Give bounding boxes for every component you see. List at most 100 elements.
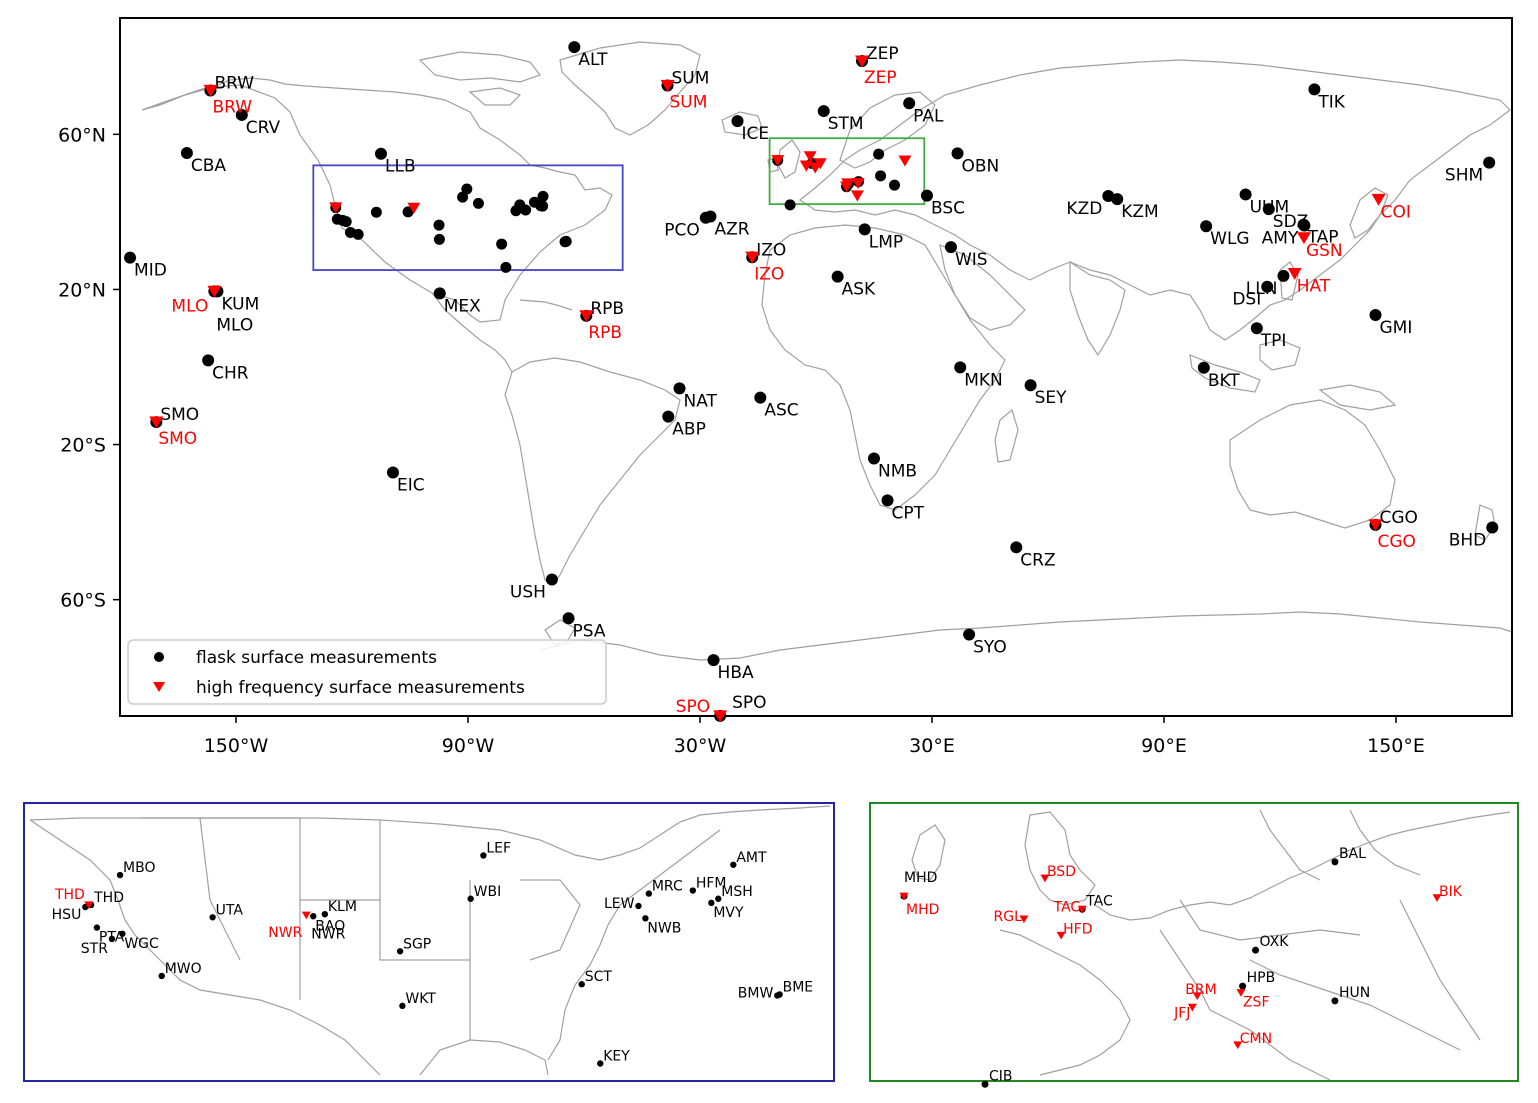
flask-site-marker (399, 1002, 406, 1010)
site-label: RPB (590, 299, 624, 319)
flask-site-marker (704, 210, 717, 223)
legend-hf-label: high frequency surface measurements (196, 678, 525, 698)
flask-site-marker (1308, 83, 1321, 96)
site-label: KZD (1066, 199, 1102, 219)
site-label: TPI (1260, 331, 1287, 351)
site-label: SUM (672, 68, 710, 88)
site-label: AZR (714, 220, 749, 240)
site-label: ASK (842, 280, 876, 300)
flask-site-marker (858, 223, 871, 236)
site-label: AMT (736, 850, 767, 866)
site-label: IZO (756, 240, 786, 260)
cluster-flask-marker (559, 236, 571, 248)
site-label: CGO (1380, 508, 1418, 528)
site-label: CPT (892, 503, 925, 523)
cluster-hf-marker (850, 190, 864, 202)
cluster-flask-marker (352, 228, 364, 240)
main-map-inset-boxes (312, 137, 926, 271)
site-label: HFM (696, 876, 727, 892)
site-label: BRW (214, 74, 254, 94)
site-label: MWO (165, 961, 202, 977)
legend-flask-label: flask surface measurements (196, 648, 437, 668)
site-label: CMN (1240, 1031, 1272, 1047)
site-label: NMB (878, 462, 917, 482)
flask-site-marker (158, 972, 165, 980)
flask-site-marker (467, 895, 474, 902)
flask-site-marker (108, 935, 116, 943)
site-label: MEX (444, 296, 481, 316)
site-label: SPO (732, 693, 766, 713)
cluster-hf-marker (407, 202, 421, 214)
hf-site-marker (1287, 267, 1302, 280)
y-tick-label: 20°S (60, 435, 106, 457)
flask-site-marker (568, 41, 581, 54)
hf-site-marker (1187, 1003, 1197, 1012)
cluster-hf-marker (771, 155, 785, 167)
site-label: MRC (652, 879, 683, 895)
europe-inset-sites: MHD BAL TAC OXK HPB HUN CIB MHD BSD BIK TAC RGL HFD B… (899, 846, 1463, 1088)
site-label: CRV (246, 118, 281, 138)
site-label: MHD (906, 902, 939, 918)
legend: flask surface measurements high frequenc… (127, 639, 607, 705)
flask-site-marker (1331, 997, 1339, 1005)
flask-site-marker (180, 146, 193, 159)
hf-site-marker (1371, 193, 1386, 206)
hf-site-marker (84, 901, 94, 909)
cluster-flask-marker (888, 179, 900, 191)
flask-site-marker (1298, 219, 1311, 232)
site-label: IZO (754, 264, 784, 284)
cluster-flask-marker (433, 219, 445, 231)
site-label: SCT (585, 969, 613, 985)
usa-region-box (312, 164, 624, 271)
usa-inset-frame (23, 802, 835, 1082)
site-label: EIC (397, 475, 425, 495)
flask-site-marker (903, 97, 916, 110)
hf-site-marker (149, 416, 164, 429)
hf-site-marker (660, 79, 675, 92)
flask-site-marker (730, 861, 737, 868)
site-label: BIK (1439, 884, 1463, 900)
site-label: STM (828, 114, 864, 134)
hf-site-marker (1432, 894, 1442, 902)
flask-site-marker (774, 992, 781, 999)
site-label: CIB (989, 1068, 1013, 1084)
cluster-hf-marker (841, 178, 855, 190)
site-label: OXK (1260, 934, 1290, 950)
flask-site-marker (1010, 541, 1023, 554)
site-label: LEW (604, 896, 635, 912)
europe-inset-map: MHD BAL TAC OXK HPB HUN CIB MHD BSD BIK TAC RGL HFD B… (869, 802, 1519, 1088)
site-label: ZEP (864, 68, 897, 88)
site-label: KEY (603, 1048, 630, 1064)
usa-inset-coastlines (29, 805, 831, 1076)
flask-site-marker (310, 913, 317, 920)
flask-site-marker (1252, 946, 1260, 954)
flask-site-marker (673, 382, 686, 395)
site-label: KZM (1121, 202, 1158, 222)
flask-site-marker (386, 466, 399, 479)
flask-site-marker (963, 628, 976, 641)
flask-site-marker (881, 494, 894, 507)
flask-site-marker (707, 654, 720, 667)
flask-site-marker (375, 147, 387, 160)
site-label: CGO (1378, 532, 1416, 552)
site-label: TAC (1053, 899, 1081, 915)
flask-site-marker (1261, 280, 1274, 293)
flask-site-marker (981, 1080, 989, 1088)
site-label: MID (134, 261, 167, 281)
site-label: OBN (962, 156, 1000, 176)
usa-inset-map: LEF AMT MBO HFM MRC WBI LEW MSH MVY THD HSU UTA KLM B… (23, 802, 835, 1082)
cluster-flask-marker (496, 238, 508, 250)
site-label: KLM (328, 899, 357, 915)
site-label: HFD (1063, 921, 1092, 937)
europe-inset-coastlines (911, 809, 1511, 1081)
cluster-flask-marker (433, 233, 445, 245)
hf-site-marker (579, 310, 594, 323)
flask-site-marker (635, 902, 642, 910)
cluster-flask-marker (520, 204, 532, 216)
flask-site-marker (578, 981, 585, 988)
cluster-hf-marker (851, 177, 865, 190)
hf-site-marker (1056, 931, 1066, 940)
site-label: ABP (672, 420, 706, 440)
flask-site-marker (545, 573, 558, 586)
